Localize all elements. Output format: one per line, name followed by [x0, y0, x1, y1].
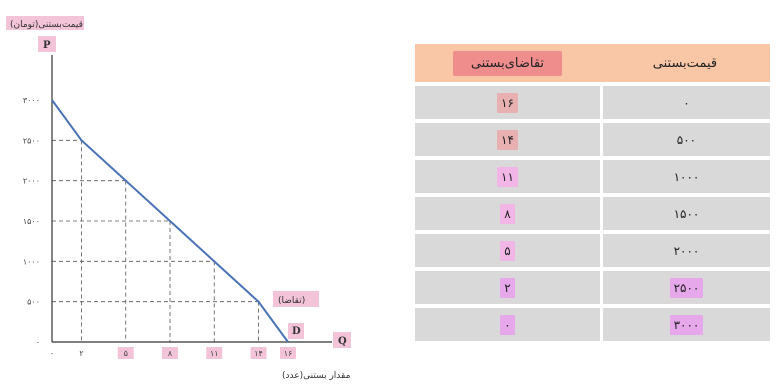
x-tick-label: ۱۴: [254, 349, 263, 358]
x-axis-label-highlight: [333, 332, 351, 348]
price-cell: ۲۰۰۰: [599, 234, 770, 267]
table-row: ۳۰۰۰ ۰: [415, 308, 770, 341]
table-row: ۲۰۰۰ ۵: [415, 234, 770, 267]
chart-title-highlight: [6, 16, 84, 30]
price-value: ۲۵۰۰: [669, 277, 704, 298]
demand-cell: ۱۶: [415, 86, 600, 119]
demand-cell: ۰: [415, 308, 600, 341]
header-demand: تقاضای‌بستنی: [415, 44, 600, 82]
curve-letter-highlight: [288, 323, 304, 339]
x-tick-label: ۰: [50, 349, 54, 358]
curve-label: (تقاضا): [278, 296, 305, 306]
curve-letter: D: [292, 326, 301, 337]
demand-curve-group: [51, 99, 289, 343]
x-tick-label: ۲: [79, 349, 83, 358]
demand-value: ۱۱: [497, 166, 518, 187]
curve-label-highlight: [273, 291, 319, 307]
price-value: ۰: [683, 95, 690, 110]
x-tick-label: ۱۱: [210, 349, 219, 358]
y-tick-label: ۱۰۰۰: [23, 257, 40, 266]
y-tick-label: ۲۵۰۰: [23, 136, 40, 145]
chart-title: قیمت‌بستنی(تومان): [10, 20, 83, 30]
price-value: ۳۰۰۰: [669, 314, 704, 335]
demand-cell: ۸: [415, 197, 600, 230]
demand-cell: ۲: [415, 271, 600, 304]
table-row: ۱۵۰۰ ۸: [415, 197, 770, 230]
table-row: ۵۰۰ ۱۴: [415, 123, 770, 156]
x-axis-label: Q: [338, 336, 347, 347]
demand-curve-line: [51, 99, 289, 343]
y-tick-label: ۳۰۰۰: [23, 96, 40, 105]
y-tick-label: ۲۰۰۰: [23, 177, 40, 186]
header-price-label: قیمت‌بستنی: [652, 55, 718, 71]
demand-schedule-table: قیمت‌بستنی تقاضای‌بستنی ۰ ۱۶ ۵۰۰ ۱۴ ۱۰۰۰…: [415, 40, 770, 345]
y-tick-label: ۰: [36, 338, 40, 347]
demand-value: ۱۶: [497, 92, 518, 113]
header-demand-label: تقاضای‌بستنی: [452, 50, 563, 76]
price-value: ۱۵۰۰: [673, 206, 700, 221]
x-tick-highlight: [280, 347, 296, 359]
x-tick-label: ۵: [124, 349, 128, 358]
price-cell: ۰: [599, 86, 770, 119]
price-value: ۵۰۰: [676, 132, 697, 147]
y-tick-label: ۵۰۰: [27, 298, 40, 307]
x-tick-label: ۱۶: [284, 349, 293, 358]
table-row: ۲۵۰۰ ۲: [415, 271, 770, 304]
x-axis-caption: مقدار بستنی(عدد): [282, 371, 351, 381]
demand-chart: قیمت‌بستنی(تومان) P Q مقدار بستنی(عدد) D…: [6, 16, 351, 381]
axes: [51, 55, 332, 343]
demand-value: ۸: [500, 203, 515, 224]
table-row: ۰ ۱۶: [415, 86, 770, 119]
demand-cell: ۱۴: [415, 123, 600, 156]
x-tick-label: ۸: [168, 349, 173, 358]
x-tick-highlight: [117, 347, 134, 359]
y-tick-label: ۱۵۰۰: [23, 217, 40, 226]
demand-value: ۵: [500, 240, 515, 261]
x-tick-highlight: [250, 347, 267, 359]
guide-lines: [52, 139, 259, 342]
demand-cell: ۵: [415, 234, 600, 267]
y-axis-label: P: [43, 40, 51, 51]
price-value: ۲۰۰۰: [673, 243, 700, 258]
demand-value: ۲: [500, 277, 515, 298]
price-cell: ۱۵۰۰: [599, 197, 770, 230]
table-row: ۱۰۰۰ ۱۱: [415, 160, 770, 193]
demand-value: ۰: [500, 314, 515, 335]
y-axis-label-highlight: [38, 36, 56, 52]
tick-labels: ۰ ۲ ۵ ۸ ۱۱ ۱۴ ۱۶ ۰ ۵۰۰ ۱۰۰۰ ۱۵۰۰ ۲۰۰۰ ۲۵۰۰ ۳۰۰۰: [23, 96, 296, 359]
header-price: قیمت‌بستنی: [599, 44, 770, 82]
x-tick-highlight: [162, 347, 178, 359]
demand-value: ۱۴: [497, 129, 518, 150]
price-value: ۱۰۰۰: [673, 169, 700, 184]
price-cell: ۵۰۰: [599, 123, 770, 156]
demand-cell: ۱۱: [415, 160, 600, 193]
price-cell: ۲۵۰۰: [599, 271, 770, 304]
price-cell: ۱۰۰۰: [599, 160, 770, 193]
price-cell: ۳۰۰۰: [599, 308, 770, 341]
table-header-row: قیمت‌بستنی تقاضای‌بستنی: [415, 44, 770, 82]
x-tick-highlight: [206, 347, 223, 359]
